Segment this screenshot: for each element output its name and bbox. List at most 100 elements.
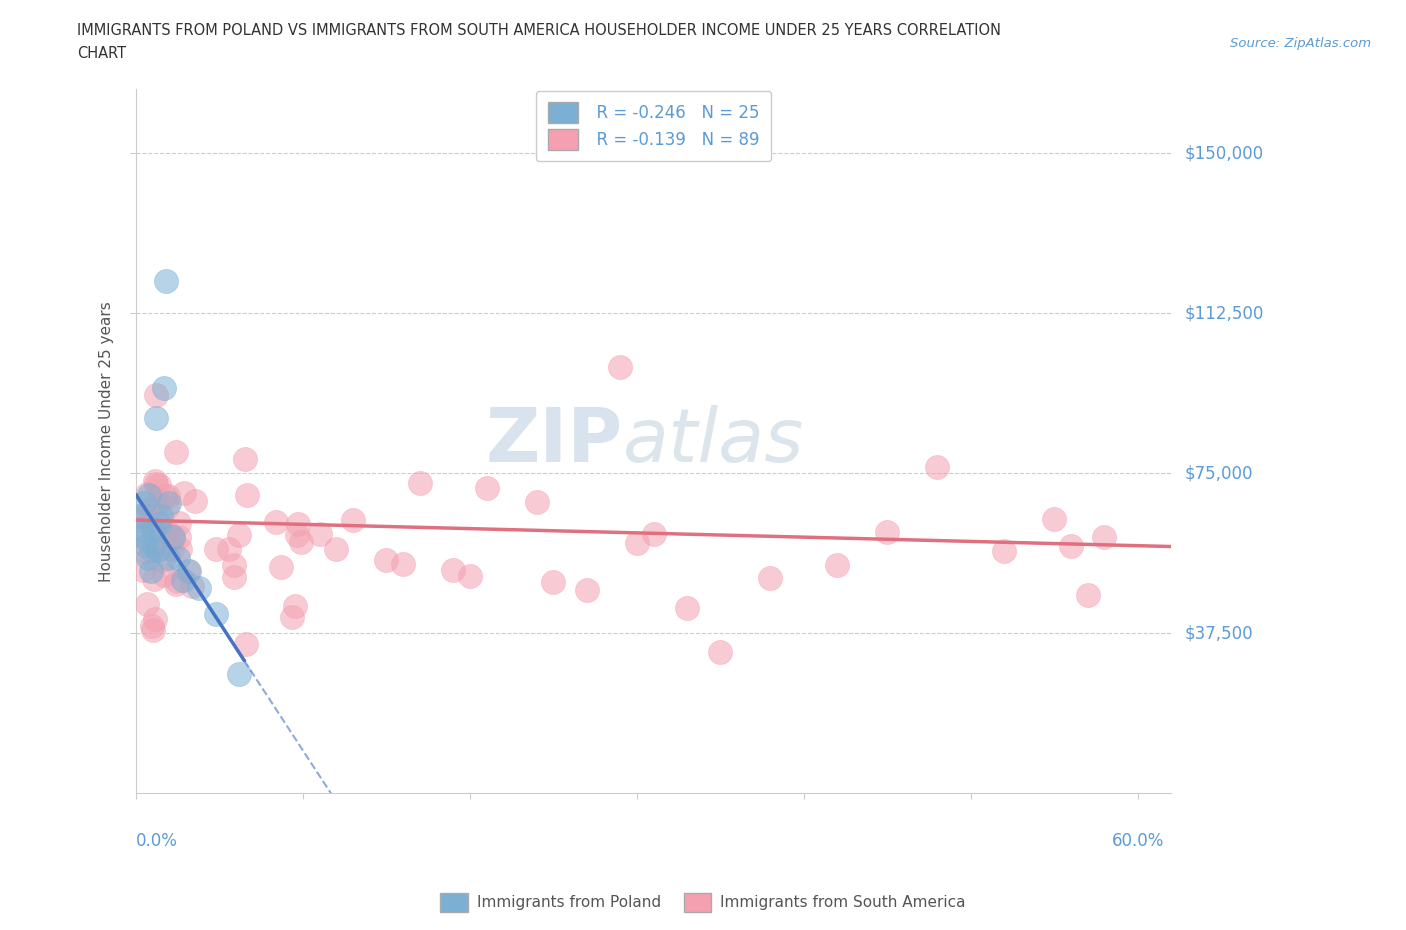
Point xyxy=(143,474,166,489)
Text: CHART: CHART xyxy=(77,46,127,61)
Point xyxy=(228,666,250,681)
Point xyxy=(1077,588,1099,603)
Point xyxy=(132,509,155,524)
Y-axis label: Householder Income Under 25 years: Householder Income Under 25 years xyxy=(100,300,114,581)
Point xyxy=(131,563,153,578)
Point xyxy=(141,542,163,557)
Point xyxy=(152,517,174,532)
Point xyxy=(169,541,191,556)
Point xyxy=(131,530,153,545)
Legend:   R = -0.246   N = 25,   R = -0.139   N = 89: R = -0.246 N = 25, R = -0.139 N = 89 xyxy=(536,91,770,162)
Text: Source: ZipAtlas.com: Source: ZipAtlas.com xyxy=(1230,37,1371,50)
Point xyxy=(155,273,177,288)
Point xyxy=(285,527,308,542)
Point xyxy=(129,521,152,536)
Point xyxy=(643,526,665,541)
Point xyxy=(676,601,699,616)
Point xyxy=(136,487,159,502)
Text: IMMIGRANTS FROM POLAND VS IMMIGRANTS FROM SOUTH AMERICA HOUSEHOLDER INCOME UNDER: IMMIGRANTS FROM POLAND VS IMMIGRANTS FRO… xyxy=(77,23,1001,38)
Point xyxy=(222,557,245,572)
Point xyxy=(165,577,187,591)
Text: ZIP: ZIP xyxy=(485,405,623,478)
Point xyxy=(153,380,176,395)
Point xyxy=(146,496,169,511)
Point xyxy=(145,410,167,425)
Point xyxy=(342,513,364,528)
Point xyxy=(188,581,211,596)
Point xyxy=(152,552,174,567)
Point xyxy=(135,597,157,612)
Point xyxy=(167,529,190,544)
Point xyxy=(155,488,177,503)
Point xyxy=(235,636,257,651)
Point xyxy=(157,496,180,511)
Point xyxy=(609,359,631,374)
Legend: Immigrants from Poland, Immigrants from South America: Immigrants from Poland, Immigrants from … xyxy=(434,887,972,918)
Point xyxy=(172,572,194,587)
Point xyxy=(136,551,159,566)
Point xyxy=(458,569,481,584)
Point xyxy=(156,499,179,514)
Point xyxy=(135,515,157,530)
Point xyxy=(325,541,347,556)
Point xyxy=(156,551,179,566)
Point xyxy=(162,541,184,556)
Point xyxy=(152,527,174,542)
Point xyxy=(143,612,166,627)
Text: atlas: atlas xyxy=(623,405,804,477)
Point xyxy=(575,582,598,597)
Point xyxy=(218,541,240,556)
Point xyxy=(162,530,184,545)
Point xyxy=(138,502,160,517)
Point xyxy=(1043,512,1066,526)
Point xyxy=(825,558,848,573)
Text: $112,500: $112,500 xyxy=(1185,304,1264,323)
Point xyxy=(287,516,309,531)
Point xyxy=(441,563,464,578)
Point xyxy=(626,535,648,550)
Point xyxy=(1060,538,1083,553)
Text: 0.0%: 0.0% xyxy=(136,832,177,850)
Point xyxy=(148,478,170,493)
Point xyxy=(876,525,898,539)
Point xyxy=(139,564,162,578)
Point xyxy=(543,574,565,589)
Point xyxy=(169,516,191,531)
Point xyxy=(142,622,165,637)
Point xyxy=(149,509,172,524)
Point xyxy=(290,535,312,550)
Point xyxy=(927,459,949,474)
Text: $150,000: $150,000 xyxy=(1185,144,1264,163)
Point xyxy=(166,574,188,589)
Point xyxy=(135,538,157,553)
Point xyxy=(145,543,167,558)
Point xyxy=(284,599,307,614)
Point xyxy=(134,496,156,511)
Point xyxy=(165,445,187,459)
Point xyxy=(222,569,245,584)
Point xyxy=(166,551,188,566)
Point xyxy=(475,481,498,496)
Point xyxy=(142,572,165,587)
Point xyxy=(145,387,167,402)
Point xyxy=(138,487,160,502)
Point xyxy=(181,578,204,593)
Point xyxy=(145,477,167,492)
Point xyxy=(205,606,228,621)
Point xyxy=(128,509,150,524)
Point xyxy=(141,618,163,633)
Point xyxy=(138,509,160,524)
Point xyxy=(526,495,548,510)
Point xyxy=(152,568,174,583)
Text: $37,500: $37,500 xyxy=(1185,624,1254,642)
Point xyxy=(162,531,184,546)
Point xyxy=(270,560,292,575)
Point xyxy=(392,557,415,572)
Point xyxy=(148,517,170,532)
Point xyxy=(184,494,207,509)
Point xyxy=(157,525,180,539)
Text: $75,000: $75,000 xyxy=(1185,464,1254,482)
Point xyxy=(156,488,179,503)
Point xyxy=(143,538,166,553)
Point xyxy=(1092,530,1115,545)
